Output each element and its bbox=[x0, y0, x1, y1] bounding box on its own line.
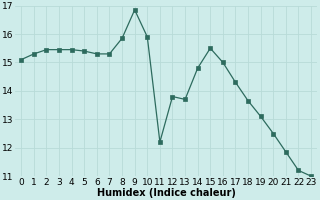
X-axis label: Humidex (Indice chaleur): Humidex (Indice chaleur) bbox=[97, 188, 236, 198]
